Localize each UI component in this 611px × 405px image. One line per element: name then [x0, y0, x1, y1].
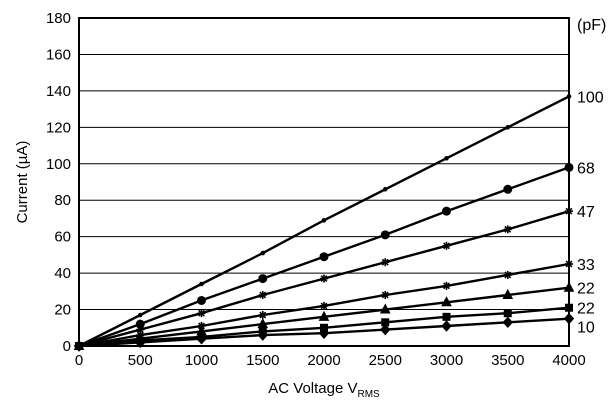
x-tick-label-6: 3000 — [430, 352, 463, 369]
y-tick-label-5: 100 — [46, 156, 71, 173]
series-label-0: 100 — [577, 89, 604, 106]
series-0-point-2 — [199, 281, 204, 287]
series-2-point-2 — [197, 309, 206, 318]
series-0-point-4 — [321, 217, 327, 223]
y-tick-label-4: 80 — [54, 192, 71, 209]
y-tick-label-6: 120 — [46, 119, 71, 136]
x-tick-label-2: 1000 — [185, 352, 218, 369]
series-6-point-2 — [196, 332, 207, 345]
series-1-point-4 — [319, 252, 329, 262]
y-tick-label-0: 0 — [63, 338, 71, 355]
series-1-point-3 — [258, 274, 268, 284]
y-tick-label-7: 140 — [46, 83, 71, 100]
series-0-point-3 — [260, 250, 266, 256]
series-2-point-3 — [258, 290, 267, 299]
series-6-point-4 — [318, 327, 330, 339]
x-tick-labels: 0 500 1000 1500 2000 2500 3000 3500 4000 — [75, 352, 586, 369]
unit-label: (pF) — [577, 17, 606, 34]
series-0-point-7 — [505, 125, 511, 130]
series-0-point-5 — [382, 186, 388, 192]
series-4-point-6 — [441, 296, 452, 307]
series-6-point-6 — [441, 320, 452, 332]
series-label-6: 10 — [577, 320, 595, 337]
series-label-4: 22 — [577, 281, 595, 298]
series-1-point-7 — [503, 184, 513, 194]
series-6-point-1 — [135, 336, 146, 349]
series-1-point-6 — [442, 206, 451, 216]
series-2-point-5 — [381, 258, 390, 267]
series-3-point-4 — [320, 301, 328, 310]
series-2-point-4 — [320, 274, 328, 283]
y-axis-title: Current (µA) — [14, 141, 31, 224]
x-tick-label-0: 0 — [75, 352, 83, 369]
x-tick-label-5: 2500 — [369, 352, 402, 369]
series-3-point-7 — [503, 270, 512, 279]
y-tick-labels: 0 20 40 60 80 100 120 140 160 180 — [46, 10, 71, 355]
x-tick-label-7: 3500 — [491, 352, 524, 369]
series-6-point-3 — [257, 329, 268, 341]
series-3-point-5 — [381, 290, 390, 299]
series-label-3: 33 — [577, 257, 595, 274]
series-label-1: 68 — [577, 160, 595, 177]
series-3-point-3 — [258, 311, 267, 320]
series-6-point-7 — [502, 316, 513, 329]
series-5-point-7 — [503, 309, 512, 318]
x-tick-label-3: 1500 — [246, 352, 279, 369]
series-5-point-6 — [442, 312, 451, 321]
series-3-point-6 — [442, 281, 451, 290]
series-0-point-6 — [444, 156, 449, 161]
x-axis-title: AC Voltage VRMS — [268, 380, 380, 400]
y-tick-label-9: 180 — [46, 10, 71, 27]
series-4-point-5 — [379, 303, 391, 314]
x-tick-label-4: 2000 — [307, 352, 340, 369]
series-group — [73, 94, 575, 352]
x-tick-label-1: 500 — [128, 352, 153, 369]
series-4-point-4 — [318, 310, 330, 321]
x-axis-title-main: AC Voltage V — [268, 380, 357, 397]
series-label-2: 47 — [577, 204, 595, 221]
series-4-point-7 — [502, 288, 514, 299]
series-labels: 100 68 47 33 22 22 10 — [577, 89, 604, 336]
y-tick-label-8: 160 — [46, 46, 71, 63]
y-tick-label-3: 60 — [54, 229, 71, 246]
plot-frame — [78, 17, 570, 347]
series-1-point-2 — [197, 295, 206, 305]
series-1-point-5 — [380, 230, 390, 240]
series-6-point-5 — [380, 323, 391, 336]
series-label-5: 22 — [577, 301, 595, 318]
x-tick-label-8: 4000 — [552, 352, 585, 369]
series-2-point-7 — [503, 225, 512, 234]
y-tick-label-1: 20 — [54, 302, 71, 319]
series-2-point-6 — [442, 241, 451, 250]
x-axis-title-subscript: RMS — [358, 389, 381, 400]
series-0-point-1 — [137, 312, 143, 318]
y-tick-label-2: 40 — [54, 265, 71, 282]
